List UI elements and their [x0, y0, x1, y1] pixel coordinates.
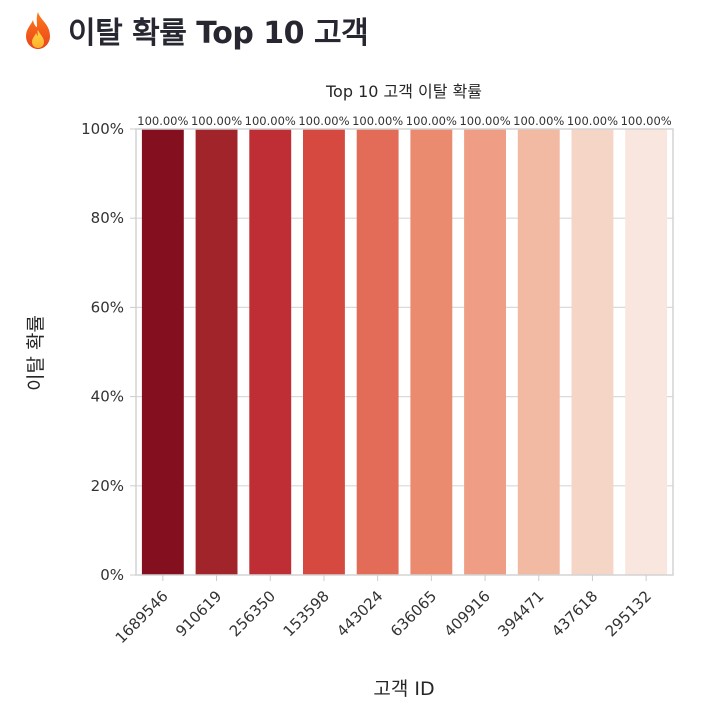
x-tick-label: 409916 [441, 587, 494, 640]
bar [572, 129, 614, 575]
y-axis-label: 이탈 확률 [25, 315, 47, 391]
data-label: 100.00% [621, 114, 672, 128]
data-label: 100.00% [352, 114, 403, 128]
x-tick-label: 295132 [602, 587, 655, 640]
bar [410, 129, 452, 575]
y-axis-ticks: 0% 20% 40% 60% 80% 100% [81, 120, 136, 584]
data-label: 100.00% [513, 114, 564, 128]
chart-title: Top 10 고객 이탈 확률 [325, 82, 482, 101]
x-tick-label: 437618 [548, 587, 601, 640]
bar [142, 129, 184, 575]
x-tick-label: 256350 [226, 587, 279, 640]
y-tick-label: 40% [91, 388, 124, 406]
x-axis-label: 고객 ID [373, 678, 434, 700]
x-axis-ticks: 1689546 910619 256350 153598 443024 636065 409… [112, 575, 655, 647]
data-label: 100.00% [298, 114, 349, 128]
data-label: 100.00% [245, 114, 296, 128]
x-tick-label: 394471 [494, 587, 547, 640]
y-tick-label: 60% [91, 298, 124, 316]
bar [196, 129, 238, 575]
data-labels: 100.00% 100.00% 100.00% 100.00% 100.00% 100.0… [137, 114, 672, 128]
bar [357, 129, 399, 575]
data-label: 100.00% [191, 114, 242, 128]
bar [518, 129, 560, 575]
bar [464, 129, 506, 575]
data-label: 100.00% [567, 114, 618, 128]
y-tick-label: 0% [100, 566, 124, 584]
x-tick-label: 910619 [172, 587, 225, 640]
data-label: 100.00% [459, 114, 510, 128]
bar [249, 129, 291, 575]
x-tick-label: 1689546 [112, 587, 172, 647]
bars [142, 129, 667, 575]
x-tick-label: 153598 [280, 587, 333, 640]
bar [625, 129, 667, 575]
y-tick-label: 20% [91, 477, 124, 495]
data-label: 100.00% [406, 114, 457, 128]
y-tick-label: 100% [81, 120, 124, 138]
x-tick-label: 443024 [333, 587, 386, 640]
y-tick-label: 80% [91, 209, 124, 227]
data-label: 100.00% [137, 114, 188, 128]
x-tick-label: 636065 [387, 587, 440, 640]
bar [303, 129, 345, 575]
